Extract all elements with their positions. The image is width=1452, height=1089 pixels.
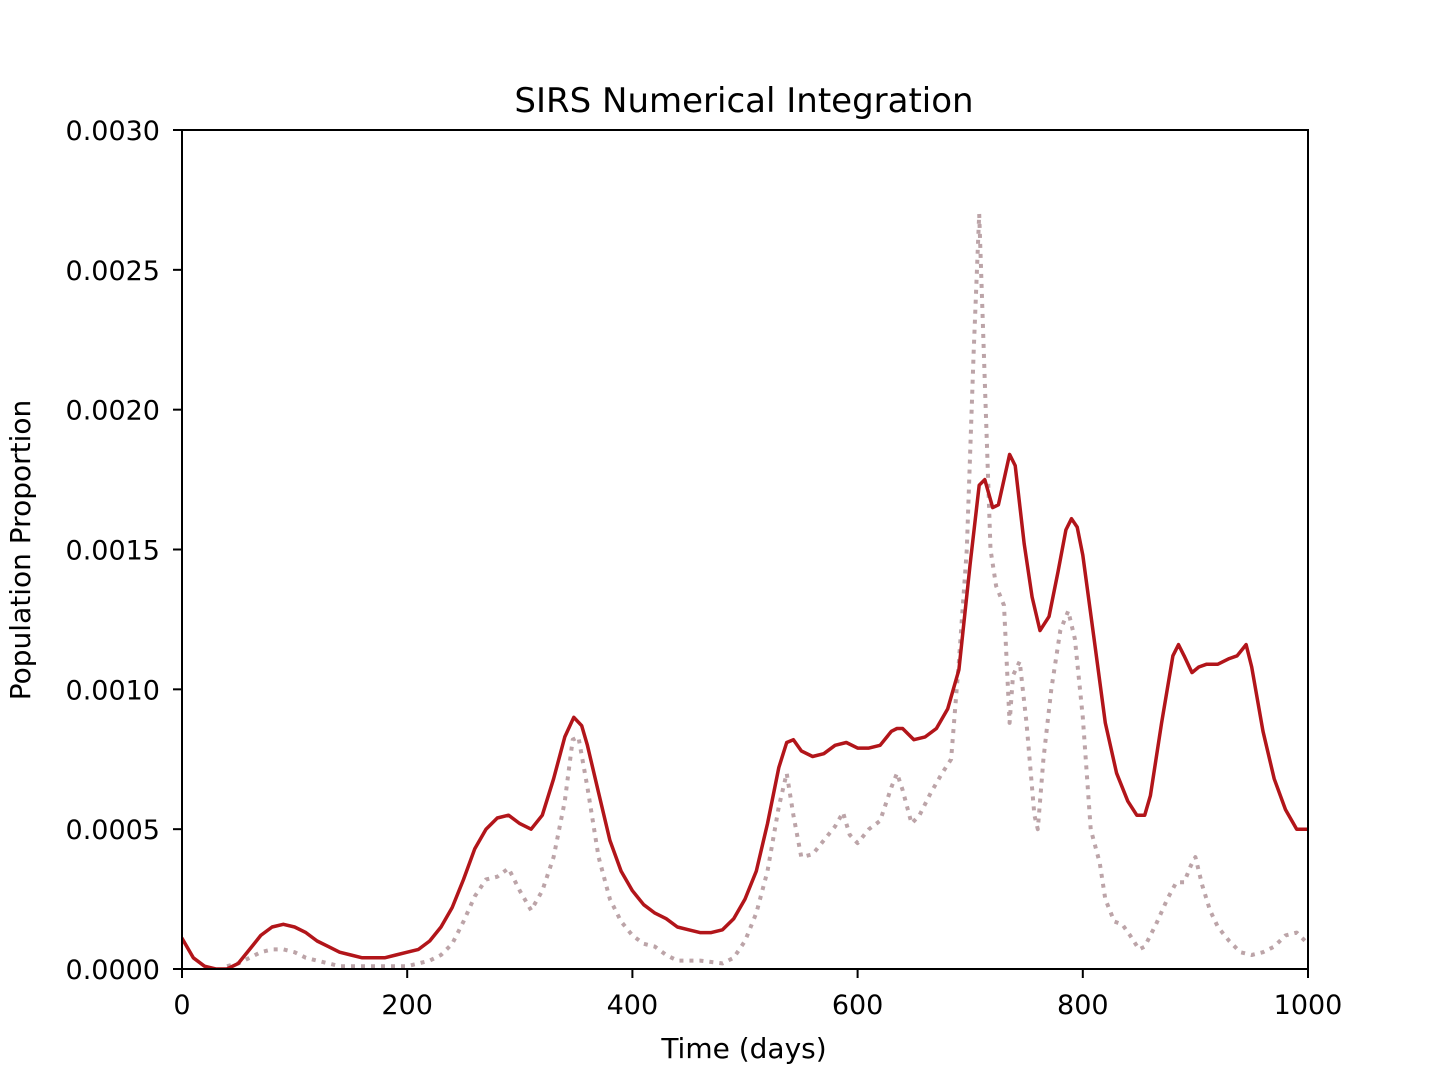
y-tick-label: 0.0020 xyxy=(66,396,160,427)
y-tick-label: 0.0000 xyxy=(66,955,160,986)
chart-title: SIRS Numerical Integration xyxy=(514,81,973,121)
series-line-dotted xyxy=(226,211,1308,969)
y-tick-label: 0.0010 xyxy=(66,675,160,706)
x-tick-label: 1000 xyxy=(1274,990,1343,1021)
x-tick-label: 400 xyxy=(607,990,659,1021)
y-tick-label: 0.0030 xyxy=(66,116,160,147)
y-tick-label: 0.0025 xyxy=(66,256,160,287)
plot-frame xyxy=(181,129,1309,970)
x-axis-label: Time (days) xyxy=(660,1032,826,1065)
y-tick-label: 0.0015 xyxy=(66,536,160,567)
x-tick-label: 200 xyxy=(381,990,433,1021)
plot-area: 0 200 400 600 800 1000 0.0000 0.0005 0.0010 0.001… xyxy=(66,116,1343,1021)
series-line-solid xyxy=(182,452,1308,969)
y-axis-label: Population Proportion xyxy=(4,400,37,700)
x-tick-label: 0 xyxy=(173,990,190,1021)
y-tick-label: 0.0005 xyxy=(66,815,160,846)
x-tick-label: 600 xyxy=(832,990,884,1021)
x-tick-label: 800 xyxy=(1057,990,1109,1021)
